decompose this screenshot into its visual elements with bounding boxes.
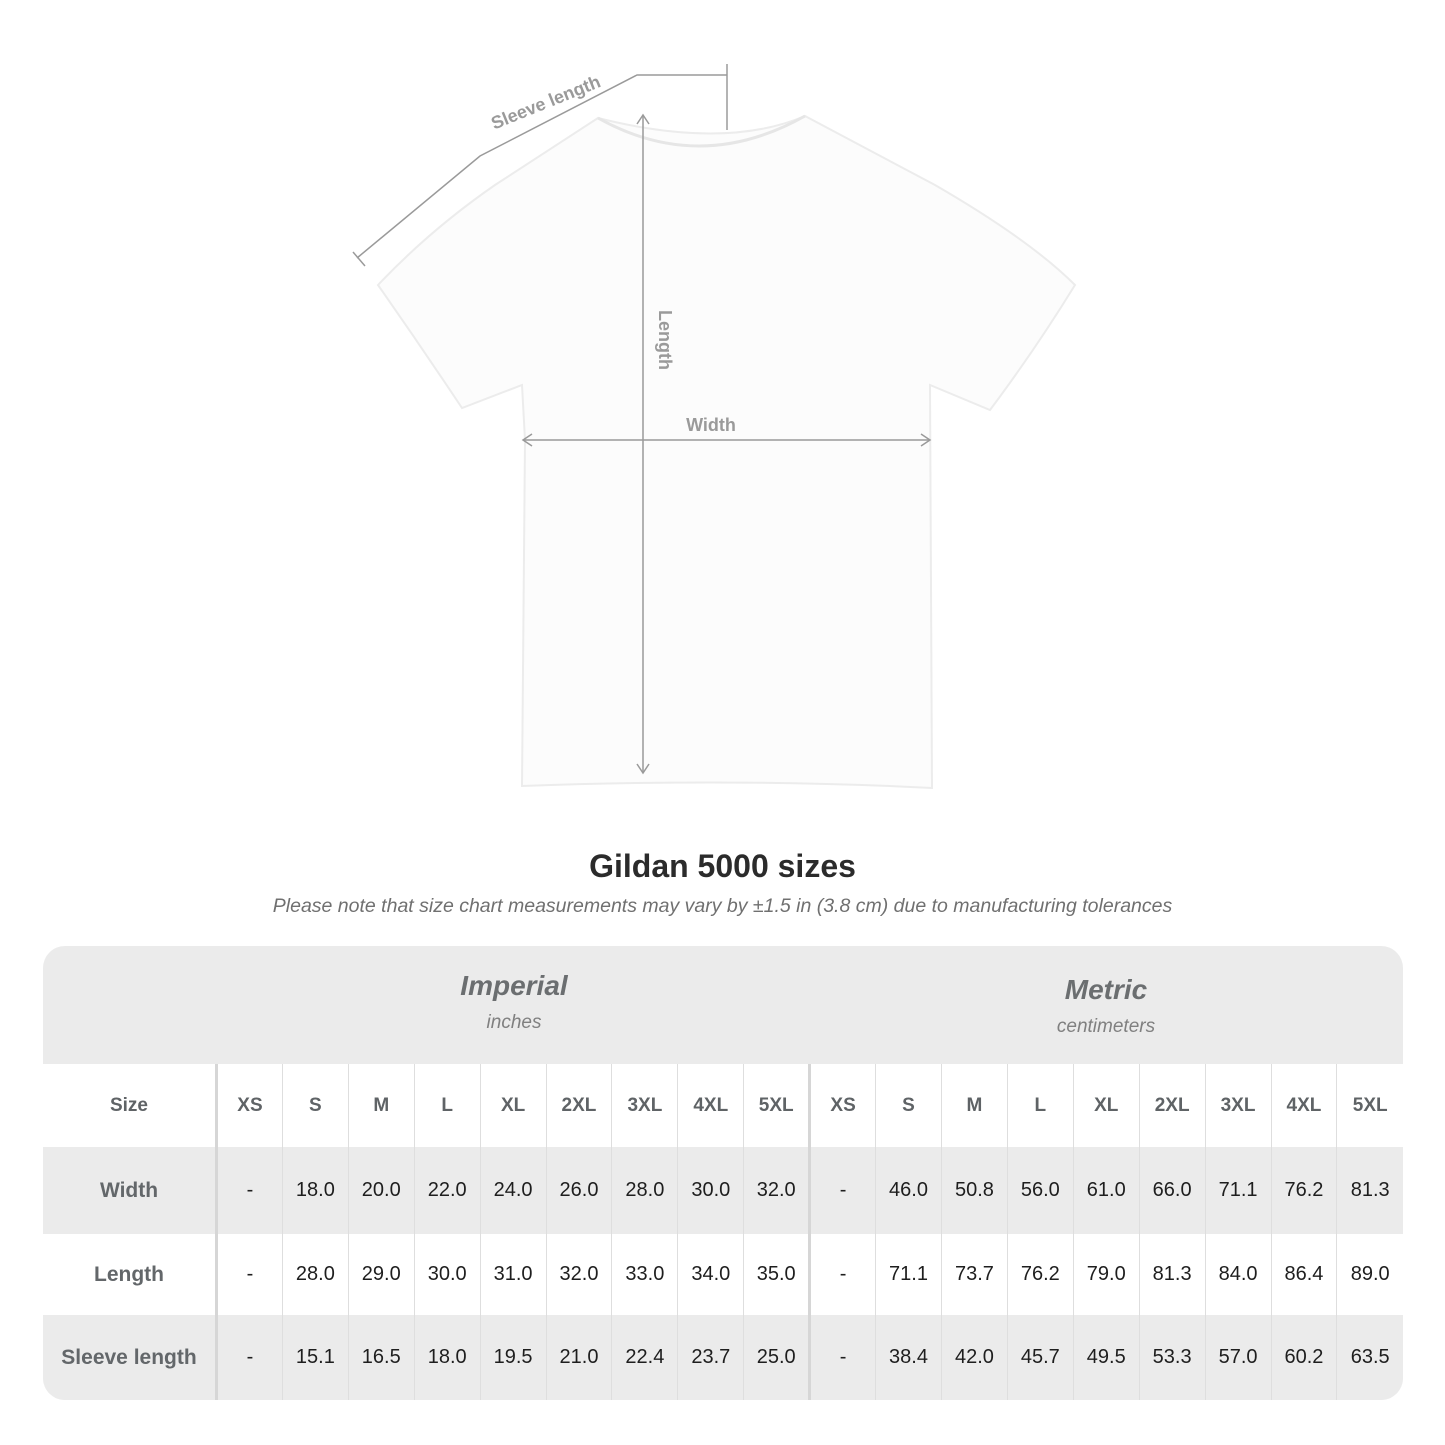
row-label: Width [43, 1147, 218, 1234]
imperial-cell: 30.0 [677, 1147, 744, 1234]
metric-cell: 76.2 [1006, 1234, 1074, 1315]
imperial-cell: 24.0 [479, 1147, 547, 1234]
metric-cell: 84.0 [1204, 1234, 1271, 1315]
tolerance-note: Please note that size chart measurements… [272, 895, 1173, 917]
imperial-cell: 32.0 [743, 1147, 810, 1234]
imperial-cell: 26.0 [545, 1147, 612, 1234]
metric-size-m: M [940, 1064, 1008, 1147]
imperial-cell: 19.5 [479, 1315, 547, 1400]
metric-size-5xl: 5XL [1336, 1064, 1403, 1147]
metric-size-xl: XL [1072, 1064, 1140, 1147]
sleeve-length-label: Sleeve length [488, 71, 603, 133]
metric-cell: 50.8 [940, 1147, 1008, 1234]
imperial-cell: 20.0 [347, 1147, 415, 1234]
imperial-cell: 22.4 [611, 1315, 678, 1400]
imperial-cell: 29.0 [347, 1234, 415, 1315]
tshirt-diagram: Sleeve length Length Width [352, 64, 1077, 790]
chart-title: Gildan 5000 sizes [589, 848, 856, 884]
imperial-cell: - [216, 1315, 283, 1400]
length-label: Length [655, 310, 675, 370]
tshirt-image [376, 114, 1077, 790]
imperial-cell: 18.0 [413, 1315, 481, 1400]
metric-cell: 73.7 [940, 1234, 1008, 1315]
imperial-cell: 31.0 [479, 1234, 547, 1315]
metric-cell: - [808, 1234, 876, 1315]
imperial-size-4xl: 4XL [677, 1064, 744, 1147]
table-row: Width -18.0 20.0 22.0 24.0 26.0 28.0 30.0 32.0-4… [43, 1147, 1403, 1234]
metric-cell: - [808, 1315, 876, 1400]
metric-cell: 46.0 [875, 1147, 942, 1234]
metric-cell: 81.3 [1138, 1234, 1206, 1315]
row-label: Length [43, 1234, 218, 1315]
metric-cell: 89.0 [1336, 1234, 1403, 1315]
imperial-cell: - [216, 1147, 283, 1234]
imperial-unit: inches [486, 1012, 542, 1033]
imperial-cell: 15.1 [281, 1315, 349, 1400]
metric-cell: 61.0 [1072, 1147, 1140, 1234]
row-label: Sleeve length [43, 1315, 218, 1400]
imperial-size-xl: XL [479, 1064, 547, 1147]
metric-cell: 57.0 [1204, 1315, 1271, 1400]
imperial-size-3xl: 3XL [611, 1064, 678, 1147]
metric-size-2xl: 2XL [1138, 1064, 1206, 1147]
imperial-cell: 21.0 [545, 1315, 612, 1400]
metric-size-3xl: 3XL [1204, 1064, 1271, 1147]
sleeve-length-measure-line [356, 74, 727, 259]
size-table: Size XS S M L XL 2XL 3XL 4XL 5XL XS S M L XL 2XL 3XL 4XL 5… [43, 1064, 1403, 1400]
metric-cell: 81.3 [1336, 1147, 1403, 1234]
metric-cell: 60.2 [1270, 1315, 1337, 1400]
table-row: Sleeve length -15.1 16.5 18.0 19.5 21.0 22.4 23… [43, 1315, 1403, 1400]
imperial-size-5xl: 5XL [743, 1064, 810, 1147]
imperial-title: Imperial [460, 970, 568, 1001]
tshirt-collar [597, 114, 806, 148]
metric-header: Metric centimeters [809, 974, 1403, 1038]
imperial-header: Imperial inches [217, 970, 811, 1034]
metric-unit: centimeters [1056, 1016, 1156, 1037]
metric-cell: 71.1 [875, 1234, 942, 1315]
imperial-size-2xl: 2XL [545, 1064, 612, 1147]
imperial-cell: 32.0 [545, 1234, 612, 1315]
imperial-cell: 30.0 [413, 1234, 481, 1315]
imperial-cell: 28.0 [611, 1147, 678, 1234]
metric-cell: 42.0 [940, 1315, 1008, 1400]
metric-size-l: L [1006, 1064, 1074, 1147]
imperial-cell: 28.0 [281, 1234, 349, 1315]
header-row: Size XS S M L XL 2XL 3XL 4XL 5XL XS S M L XL 2XL 3XL 4XL 5… [43, 1064, 1403, 1147]
metric-cell: 49.5 [1072, 1315, 1140, 1400]
metric-title: Metric [1064, 974, 1148, 1005]
metric-size-xs: XS [808, 1064, 876, 1147]
imperial-cell: 34.0 [677, 1234, 744, 1315]
imperial-size-xs: XS [216, 1064, 283, 1147]
imperial-size-s: S [281, 1064, 349, 1147]
width-label: Width [686, 415, 736, 435]
imperial-cell: 16.5 [347, 1315, 415, 1400]
imperial-cell: 33.0 [611, 1234, 678, 1315]
imperial-size-l: L [413, 1064, 481, 1147]
imperial-cell: 25.0 [743, 1315, 810, 1400]
metric-size-4xl: 4XL [1270, 1064, 1337, 1147]
metric-size-s: S [875, 1064, 942, 1147]
metric-cell: 79.0 [1072, 1234, 1140, 1315]
metric-cell: 63.5 [1336, 1315, 1403, 1400]
metric-cell: 53.3 [1138, 1315, 1206, 1400]
imperial-cell: 22.0 [413, 1147, 481, 1234]
imperial-size-m: M [347, 1064, 415, 1147]
imperial-cell: - [216, 1234, 283, 1315]
metric-cell: 76.2 [1270, 1147, 1337, 1234]
metric-cell: 38.4 [875, 1315, 942, 1400]
metric-cell: 45.7 [1006, 1315, 1074, 1400]
metric-cell: 66.0 [1138, 1147, 1206, 1234]
metric-cell: 86.4 [1270, 1234, 1337, 1315]
size-table-card: Imperial inches Metric centimeters Size X… [43, 946, 1403, 1400]
size-header-label: Size [43, 1064, 218, 1147]
imperial-cell: 23.7 [677, 1315, 744, 1400]
imperial-cell: 18.0 [281, 1147, 349, 1234]
metric-cell: - [808, 1147, 876, 1234]
metric-cell: 56.0 [1006, 1147, 1074, 1234]
imperial-cell: 35.0 [743, 1234, 810, 1315]
metric-cell: 71.1 [1204, 1147, 1271, 1234]
table-row: Length -28.0 29.0 30.0 31.0 32.0 33.0 34.0 35.0-… [43, 1234, 1403, 1315]
